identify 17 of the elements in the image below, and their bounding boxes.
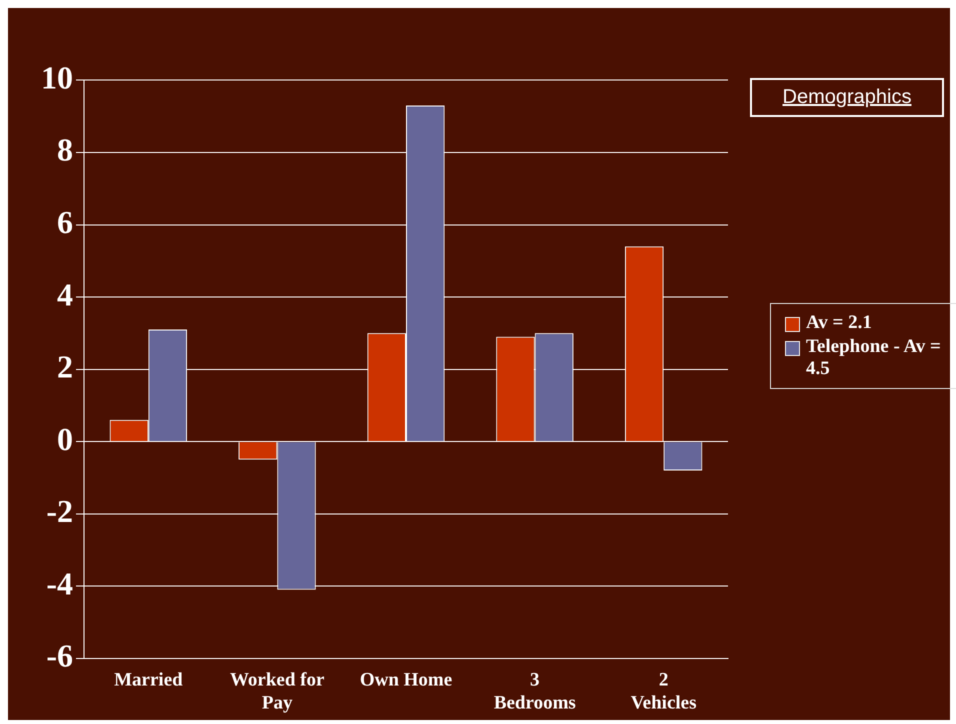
x-tick-label: 3 Bedrooms <box>494 670 576 714</box>
y-tick-label: -6 <box>46 638 73 674</box>
y-tick-label: 4 <box>57 276 73 312</box>
x-tick-label: Own Home <box>360 670 452 691</box>
x-tick-label: Worked for Pay <box>230 670 325 714</box>
x-tick-label: 2 Vehicles <box>630 670 696 714</box>
y-tick-label: -2 <box>46 493 73 530</box>
y-tick-label: 2 <box>57 348 73 385</box>
x-tick-label: Married <box>114 670 184 691</box>
legend-label: Telephone - Av = 4.5 <box>806 336 942 380</box>
y-tick-label: 10 <box>41 59 73 96</box>
y-tick-label: -4 <box>46 565 73 602</box>
y-tick-label: 6 <box>57 204 73 240</box>
text: Demographics <box>750 78 944 117</box>
y-tick-label: 8 <box>57 132 73 168</box>
legend-label: Av = 2.1 <box>806 312 872 334</box>
y-tick-label: 0 <box>57 420 73 457</box>
